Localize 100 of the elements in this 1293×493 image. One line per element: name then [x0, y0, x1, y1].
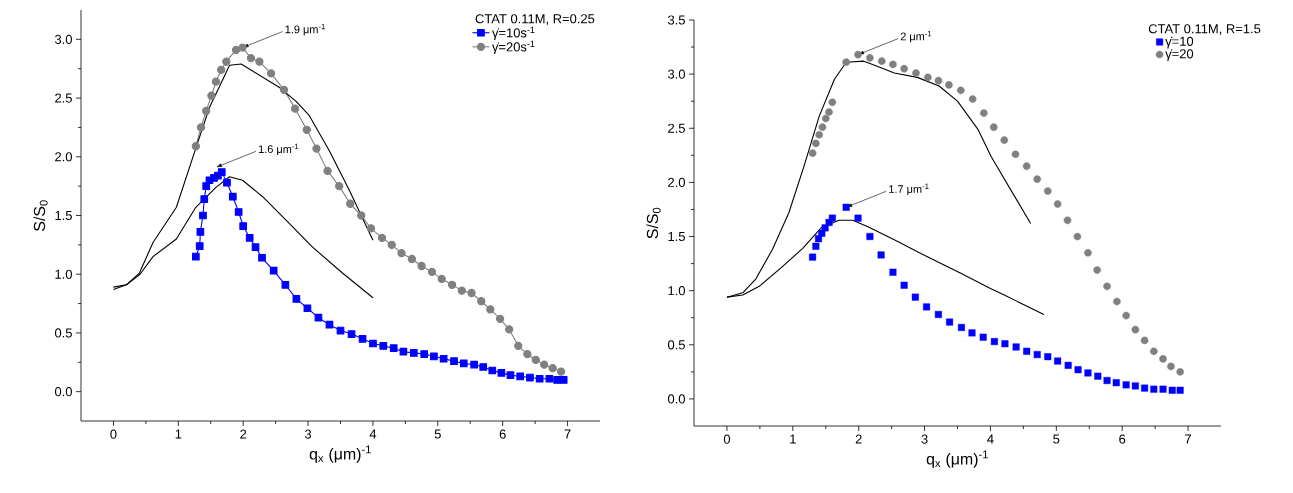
point	[979, 333, 987, 341]
point	[854, 50, 862, 59]
point	[470, 360, 478, 369]
point	[980, 109, 988, 117]
point	[818, 123, 827, 131]
legend-label: γ̇=20	[1165, 49, 1194, 61]
point	[828, 98, 837, 107]
point	[389, 344, 398, 353]
y-tick-label: 2.0	[668, 177, 685, 187]
point	[427, 267, 437, 277]
x-tick-label: 2	[240, 429, 247, 439]
point	[1150, 347, 1158, 356]
point	[377, 233, 387, 242]
point	[866, 54, 874, 62]
point	[217, 168, 226, 176]
point	[1001, 340, 1009, 348]
point	[924, 73, 932, 82]
point	[945, 81, 953, 89]
point	[409, 349, 418, 357]
point	[889, 60, 897, 69]
point	[1043, 187, 1052, 195]
point	[946, 318, 954, 326]
point	[366, 224, 376, 233]
point	[556, 367, 566, 376]
y-tick-label: 1.5	[668, 232, 685, 242]
point	[526, 373, 534, 382]
point	[1063, 216, 1072, 225]
point	[812, 242, 820, 250]
x-tick-label: 2	[855, 434, 862, 444]
x-tick-label: 5	[434, 429, 441, 439]
point	[506, 371, 515, 380]
point	[854, 214, 862, 222]
point	[912, 69, 920, 77]
point	[196, 228, 205, 236]
x-tick-label: 6	[499, 429, 506, 439]
point	[968, 329, 976, 337]
point	[357, 211, 366, 220]
point	[211, 77, 221, 86]
x-tick-label: 3	[304, 429, 312, 439]
x-tick-label: 5	[1053, 434, 1060, 444]
point	[290, 104, 300, 113]
point	[450, 357, 458, 365]
x-tick-label: 0	[723, 434, 731, 444]
point	[1113, 297, 1121, 306]
y-axis-title: S/S$_{0}$	[33, 200, 48, 231]
y-tick-label: 0.0	[667, 394, 685, 404]
point	[239, 222, 248, 230]
point	[1073, 232, 1082, 241]
y-axis-title: S/S$_{0}$	[646, 207, 661, 239]
point	[1000, 136, 1009, 144]
point	[255, 57, 264, 66]
point	[207, 91, 216, 100]
y-tick-label: 1.0	[668, 286, 685, 296]
x-tick-label: 4	[987, 434, 994, 444]
legend-label: γ̇=20s$^{-1}$	[492, 40, 535, 55]
y-tick-label: 3.0	[54, 34, 72, 44]
point	[195, 242, 204, 250]
point	[1044, 353, 1052, 361]
point	[1131, 325, 1140, 334]
point	[457, 286, 466, 295]
point	[495, 314, 505, 323]
point	[553, 376, 562, 384]
point	[399, 347, 408, 356]
point	[312, 144, 321, 153]
point	[1122, 311, 1130, 320]
point	[387, 240, 396, 250]
point	[548, 364, 557, 373]
point	[516, 372, 525, 381]
point	[417, 261, 426, 271]
point	[1023, 347, 1031, 355]
point	[1176, 368, 1184, 376]
point	[1103, 282, 1111, 291]
point	[258, 253, 266, 262]
point	[968, 95, 977, 103]
point	[911, 293, 919, 301]
annotation: 1.9 μm$^{-1}$	[285, 23, 325, 36]
point	[923, 303, 931, 311]
point	[488, 366, 497, 375]
x-tick-label: 7	[564, 429, 571, 439]
point	[545, 374, 554, 383]
point	[447, 280, 457, 289]
point	[1033, 175, 1042, 183]
point	[314, 313, 323, 322]
point	[281, 280, 290, 289]
point	[467, 288, 476, 298]
point	[1159, 385, 1167, 393]
y-tick-label: 0.0	[54, 387, 72, 397]
y-tick-label: 2.5	[55, 93, 72, 103]
point	[497, 369, 506, 377]
point	[523, 349, 532, 359]
point	[369, 339, 377, 348]
point	[196, 123, 206, 132]
x-tick-label: 1	[175, 429, 182, 439]
point	[222, 57, 231, 66]
point	[1141, 384, 1149, 392]
y-tick-label: 3.0	[667, 69, 685, 79]
point	[934, 76, 943, 85]
point	[335, 181, 344, 191]
legend-title: CTAT 0.11M, R=0.25	[475, 14, 595, 25]
point	[505, 325, 514, 334]
